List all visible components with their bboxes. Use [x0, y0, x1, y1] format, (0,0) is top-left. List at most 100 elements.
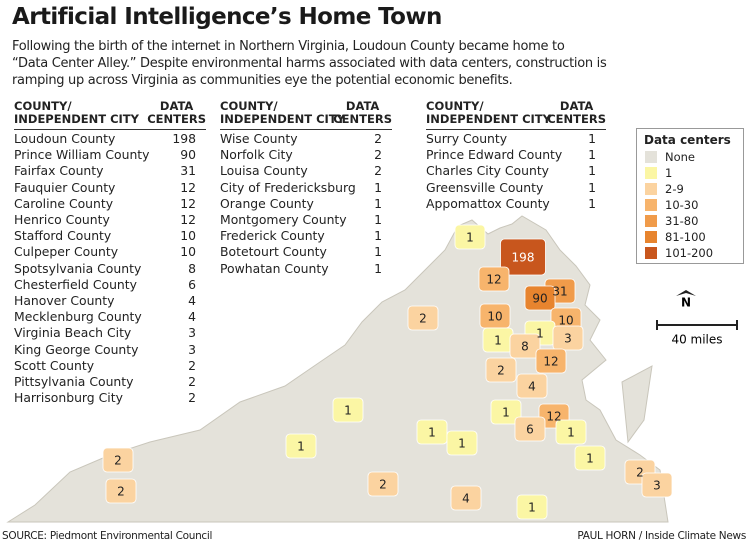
- title: Artificial Intelligence’s Home Town: [12, 4, 442, 30]
- data-center-count: 2: [374, 131, 382, 146]
- data-center-count: 1: [374, 244, 382, 260]
- region-label: 2: [117, 485, 125, 499]
- data-center-count: 4: [188, 293, 196, 308]
- county-name: Botetourt County: [220, 244, 327, 260]
- county-region: [102, 447, 134, 473]
- region-label: 8: [521, 340, 529, 354]
- county-name: Appomattox County: [426, 195, 550, 211]
- county-name: Culpeper County: [14, 244, 119, 260]
- data-center-count: 2: [188, 390, 196, 406]
- data-center-count: 8: [188, 260, 196, 276]
- county-region: [516, 494, 548, 520]
- legend-swatch: [645, 215, 657, 227]
- county-name: Harrisonburg City: [14, 390, 123, 406]
- county-region: [516, 373, 548, 399]
- header-rule: [426, 129, 606, 130]
- county-name: Fauquier County: [14, 179, 116, 195]
- legend-label: 1: [665, 166, 673, 180]
- region-label: 1: [502, 406, 510, 420]
- county-name: Charles City County: [426, 163, 550, 179]
- data-center-count: 4: [188, 309, 196, 325]
- data-center-count: 1: [588, 195, 596, 211]
- legend-swatch: [645, 199, 657, 211]
- region-label: 1: [586, 452, 594, 466]
- region-label: 12: [543, 355, 558, 369]
- region-label: 1: [428, 426, 436, 440]
- header-rule: [14, 129, 206, 130]
- county-name: Scott County: [14, 357, 95, 373]
- county-region: [485, 357, 517, 383]
- data-center-count: 1: [588, 163, 596, 179]
- source: SOURCE: Piedmont Environmental Council: [2, 530, 213, 542]
- data-center-count: 10: [180, 244, 196, 260]
- region-label: 1: [458, 437, 466, 451]
- data-center-count: 31: [180, 163, 196, 179]
- county-name: Loudoun County: [14, 131, 116, 146]
- data-center-count: 1: [374, 212, 382, 227]
- county-region: [555, 419, 587, 445]
- county-name: Surry County: [426, 131, 508, 146]
- data-center-count: 1: [374, 260, 382, 276]
- scale-label: 40 miles: [671, 333, 722, 347]
- county-table: COUNTY/ INDEPENDENT CITY DATA CENTERS Surr…: [426, 100, 606, 400]
- county-region: [285, 433, 317, 459]
- subtitle: Following the birth of the internet in N…: [12, 39, 607, 88]
- region-label: 2: [636, 466, 644, 480]
- county-name: Orange County: [220, 195, 314, 211]
- column-header: DATA CENTERS: [147, 99, 206, 126]
- legend-label: None: [665, 150, 696, 164]
- data-center-count: 198: [172, 131, 196, 146]
- data-center-count: 1: [588, 147, 596, 163]
- county-region: [490, 399, 522, 425]
- region-label: 1: [494, 334, 502, 348]
- county-name: Greensville County: [426, 179, 544, 195]
- data-center-count: 3: [188, 341, 196, 357]
- region-label: 2: [379, 478, 387, 492]
- region-label: 6: [526, 423, 534, 437]
- data-center-count: 1: [374, 228, 382, 244]
- column-header: COUNTY/ INDEPENDENT CITY: [426, 99, 551, 126]
- data-center-count: 12: [180, 195, 196, 211]
- legend-label: 2-9: [665, 182, 684, 196]
- county-region: [574, 445, 606, 471]
- legend-label: 31-80: [665, 214, 699, 228]
- county-name: City of Fredericksburg: [220, 179, 356, 195]
- legend-label: 81-100: [665, 230, 706, 244]
- county-name: Wise County: [220, 131, 298, 146]
- credit: PAUL HORN / Inside Climate News: [577, 530, 746, 542]
- region-label: 4: [528, 380, 536, 394]
- region-label: 3: [564, 332, 572, 346]
- county-region: [332, 397, 364, 423]
- data-center-count: 6: [188, 276, 196, 292]
- data-center-count: 2: [374, 147, 382, 163]
- county-name: Spotsylvania County: [14, 260, 142, 276]
- region-label: 31: [552, 285, 567, 299]
- region-label: 12: [546, 410, 561, 424]
- region-label: 2: [419, 312, 427, 326]
- data-center-count: 1: [374, 195, 382, 211]
- region-label: 1: [466, 231, 474, 245]
- county-region: [500, 238, 546, 276]
- legend-swatch: [645, 151, 657, 163]
- column-header: DATA CENTERS: [547, 99, 606, 126]
- county-name: Mecklenburg County: [14, 309, 142, 325]
- county-name: Virginia Beach City: [14, 325, 132, 341]
- county-name: Henrico County: [14, 212, 110, 227]
- county-name: Frederick County: [220, 228, 325, 244]
- region-label: 1: [536, 327, 544, 341]
- eastern-shore: [621, 365, 653, 444]
- county-region: [454, 224, 486, 250]
- county-name: King George County: [14, 341, 139, 357]
- legend-swatch: [645, 231, 657, 243]
- region-label: 1: [567, 426, 575, 440]
- county-region: [367, 471, 399, 497]
- county-name: Caroline County: [14, 195, 114, 211]
- county-region: [641, 472, 673, 498]
- county-region: [416, 419, 448, 445]
- county-region: [478, 266, 510, 292]
- region-label: 2: [114, 454, 122, 468]
- region-label: 90: [532, 292, 547, 306]
- county-name: Powhatan County: [220, 260, 329, 276]
